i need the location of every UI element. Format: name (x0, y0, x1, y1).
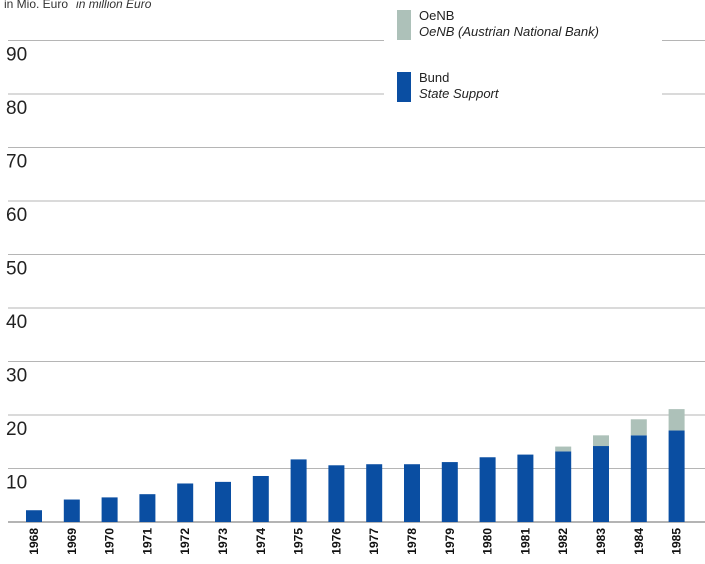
y-tick-label-40: 40 (6, 312, 27, 333)
y-axis-unit-de: in Mio. Euro (4, 0, 69, 11)
legend-label-oenb: OeNB (419, 8, 455, 23)
x-tick-label-1983: 1983 (594, 528, 608, 555)
bar-bund-1972 (177, 483, 194, 522)
x-tick-label-1982: 1982 (556, 528, 570, 555)
bar-bund-1985 (668, 430, 685, 522)
x-tick-label-1985: 1985 (670, 528, 684, 555)
bar-bund-1973 (215, 481, 231, 522)
x-tick-label-1974: 1974 (254, 528, 268, 555)
legend-label-oenb-en: OeNB (Austrian National Bank) (419, 24, 599, 39)
bar-bund-1969 (63, 499, 80, 522)
legend-label-bund: Bund (419, 70, 450, 85)
y-tick-label-50: 50 (6, 259, 27, 280)
x-tick-label-1969: 1969 (65, 528, 79, 555)
bar-bund-1982 (555, 451, 572, 522)
y-tick-label-30: 30 (6, 366, 27, 387)
bar-bund-1979 (441, 462, 458, 522)
x-tick-label-1971: 1971 (140, 528, 154, 555)
x-tick-label-1980: 1980 (481, 528, 495, 555)
bar-oenb-1982 (555, 446, 572, 452)
bar-bund-1974 (252, 475, 269, 522)
bar-bund-1984 (630, 435, 647, 522)
x-tick-label-1972: 1972 (178, 528, 192, 555)
y-tick-label-20: 20 (6, 419, 27, 440)
bar-bund-1970 (101, 497, 118, 522)
bar-bund-1976 (328, 465, 345, 522)
bar-bund-1980 (479, 457, 496, 522)
x-tick-label-1973: 1973 (216, 528, 230, 555)
bar-bund-1968 (26, 510, 42, 522)
bar-bund-1971 (139, 494, 156, 522)
y-tick-label-80: 80 (6, 98, 27, 119)
y-tick-label-90: 90 (6, 45, 27, 66)
bar-oenb-1985 (668, 409, 685, 431)
bar-bund-1975 (290, 459, 307, 522)
y-tick-label-70: 70 (6, 152, 27, 173)
x-tick-label-1977: 1977 (367, 528, 381, 555)
x-tick-label-1975: 1975 (292, 528, 306, 555)
legend-swatch-oenb (397, 10, 411, 40)
x-tick-label-1968: 1968 (27, 528, 41, 555)
x-tick-label-1979: 1979 (443, 528, 457, 555)
legend-background (384, 0, 662, 112)
legend-label-bund-en: State Support (419, 86, 499, 101)
bar-bund-1978 (404, 464, 420, 522)
y-axis-unit-en: in million Euro (76, 0, 152, 11)
x-tick-label-1976: 1976 (329, 528, 343, 555)
bar-oenb-1983 (593, 435, 609, 447)
bar-oenb-1984 (630, 419, 647, 436)
bar-bund-1977 (366, 464, 383, 522)
x-tick-label-1970: 1970 (103, 528, 117, 555)
bar-bund-1983 (593, 446, 609, 522)
legend-swatch-bund (397, 72, 411, 102)
y-tick-label-60: 60 (6, 205, 27, 226)
x-tick-label-1981: 1981 (518, 528, 532, 555)
x-tick-label-1984: 1984 (632, 528, 646, 555)
y-axis-unit-label: in Mio. Euro in million Euro (4, 0, 151, 12)
y-tick-label-10: 10 (6, 473, 27, 494)
bar-bund-1981 (517, 454, 534, 522)
x-tick-label-1978: 1978 (405, 528, 419, 555)
